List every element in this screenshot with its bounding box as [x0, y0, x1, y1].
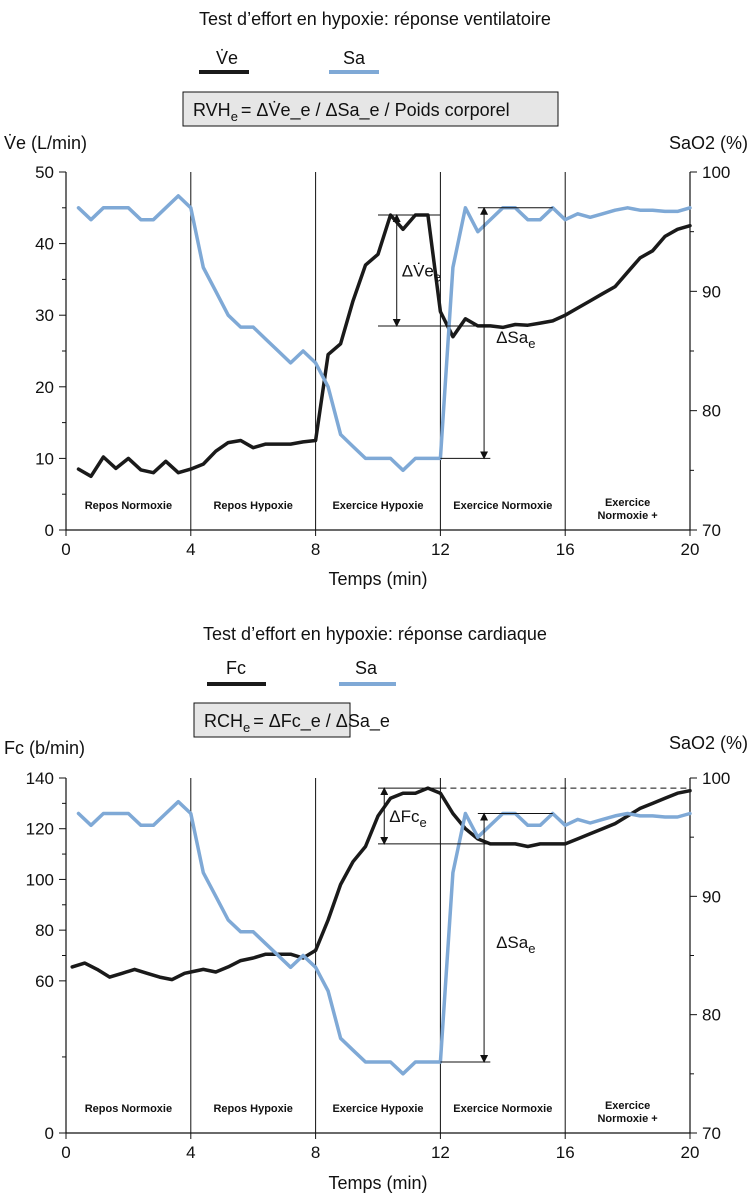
phase-labels: Repos Normoxie Repos Hypoxie Exercice Hypo… — [85, 497, 658, 522]
legend-label-sa: Sa — [355, 658, 378, 678]
phase-label: Exercice Normoxie — [453, 500, 552, 512]
x-tick-label: 20 — [681, 540, 700, 559]
x-tick-label: 8 — [311, 540, 320, 559]
formula-text: RVHe = ΔV̇e_e / ΔSa_e / Poids corporel — [193, 100, 510, 124]
phase-label: Exercice Normoxie — [453, 1103, 552, 1115]
phase-label: Repos Normoxie — [85, 1103, 172, 1115]
legend: Fc Sa — [207, 658, 396, 686]
phase-dividers — [190, 172, 566, 530]
y-tick-label: 60 — [35, 972, 54, 991]
delta-primary-label: ΔFce — [389, 807, 426, 830]
y2-tick-label: 100 — [702, 163, 730, 182]
y-tick-label: 40 — [35, 235, 54, 254]
formula-box-frame — [182, 91, 559, 127]
y2-tick-label: 80 — [702, 1006, 721, 1025]
formula-box-frame — [193, 702, 351, 738]
phase-label: Repos Hypoxie — [213, 500, 292, 512]
series-line-primary — [76, 213, 692, 479]
formula-box: RVHe = ΔV̇e_e / ΔSa_e / Poids corporel — [182, 91, 559, 127]
series-lines — [70, 786, 692, 1076]
y2-tick-label: 90 — [702, 887, 721, 906]
x-tick-label: 0 — [61, 1143, 70, 1162]
phase-label: Repos Normoxie — [85, 500, 172, 512]
y-tick-label: 140 — [26, 769, 54, 788]
formula-lhs: RCH — [204, 711, 243, 731]
y-axis-title: Fc (b/min) — [4, 738, 85, 758]
y-tick-label: 50 — [35, 163, 54, 182]
legend: V̇e Sa — [199, 48, 379, 74]
y2-tick-label: 90 — [702, 282, 721, 301]
y2-tick-label: 100 — [702, 769, 730, 788]
series-line-sa — [76, 194, 692, 473]
y-tick-label: 10 — [35, 449, 54, 468]
y-tick-label: 120 — [26, 820, 54, 839]
formula-lhs: RVH — [193, 100, 231, 120]
phase-label: Exercice Normoxie + — [597, 1100, 657, 1125]
x-tick-label: 12 — [431, 540, 450, 559]
x-tick-label: 20 — [681, 1143, 700, 1162]
y2-axis-title: SaO2 (%) — [669, 133, 748, 153]
formula-lhs-sub: e — [243, 720, 250, 735]
y-tick-label: 0 — [45, 1124, 54, 1143]
formula-lhs-sub: e — [231, 109, 238, 124]
y-tick-label: 0 — [45, 521, 54, 540]
formula-box: RCHe = ΔFc_e / ΔSa_e — [193, 702, 390, 738]
x-axis-title: Temps (min) — [328, 569, 427, 589]
y2-tick-label: 70 — [702, 1124, 721, 1143]
phase-dividers — [190, 778, 566, 1133]
x-tick-label: 16 — [556, 540, 575, 559]
annotations: ΔV̇ee ΔSae — [378, 206, 553, 460]
x-tick-label: 4 — [186, 540, 195, 559]
delta-sa-label: ΔSae — [496, 328, 535, 351]
series-line-sa — [76, 799, 692, 1076]
x-tick-label: 0 — [61, 540, 70, 559]
x-axis-title: Temps (min) — [328, 1173, 427, 1193]
axes: 0 4 8 12 16 20 0 60 80 100 120 140 70 80 90 100 — [26, 769, 731, 1162]
axes: 0 4 8 12 16 20 0 10 20 30 40 50 70 80 90 100 — [35, 163, 730, 559]
chart-title: Test d’effort en hypoxie: réponse cardia… — [203, 624, 547, 644]
phase-label: Exercice Hypoxie — [332, 500, 423, 512]
y2-tick-label: 70 — [702, 521, 721, 540]
y2-tick-label: 80 — [702, 402, 721, 421]
x-tick-label: 16 — [556, 1143, 575, 1162]
x-tick-label: 4 — [186, 1143, 195, 1162]
legend-label-primary: Fc — [226, 658, 246, 678]
phase-label: Exercice Hypoxie — [332, 1103, 423, 1115]
delta-sa-label: ΔSae — [496, 933, 535, 956]
series-lines — [76, 194, 692, 479]
formula-rhs: = ΔV̇e_e / ΔSa_e / Poids corporel — [241, 100, 510, 121]
annotations: ΔFce ΔSae — [378, 787, 690, 1063]
legend-label-primary: V̇e — [216, 48, 238, 68]
chart-cardiac: Test d’effort en hypoxie: réponse cardia… — [4, 624, 748, 1193]
y2-axis-title: SaO2 (%) — [669, 733, 748, 753]
x-tick-label: 12 — [431, 1143, 450, 1162]
chart-ventilatory: Test d’effort en hypoxie: réponse ventil… — [4, 9, 748, 589]
x-tick-label: 8 — [311, 1143, 320, 1162]
y-axis-title: V̇e (L/min) — [4, 133, 87, 153]
phase-label: Repos Hypoxie — [213, 1103, 292, 1115]
y-tick-label: 20 — [35, 378, 54, 397]
series-line-primary — [70, 786, 692, 982]
y-tick-label: 80 — [35, 921, 54, 940]
delta-primary-label: ΔV̇ee — [402, 261, 441, 284]
phase-label: Exercice Normoxie + — [597, 497, 657, 522]
legend-label-sa: Sa — [343, 48, 366, 68]
y-tick-label: 30 — [35, 306, 54, 325]
formula-text: RCHe = ΔFc_e / ΔSa_e — [204, 711, 390, 735]
chart-title: Test d’effort en hypoxie: réponse ventil… — [199, 9, 551, 29]
y-tick-label: 100 — [26, 870, 54, 889]
formula-rhs: = ΔFc_e / ΔSa_e — [253, 711, 390, 732]
phase-labels: Repos Normoxie Repos Hypoxie Exercice Hypo… — [85, 1100, 658, 1125]
